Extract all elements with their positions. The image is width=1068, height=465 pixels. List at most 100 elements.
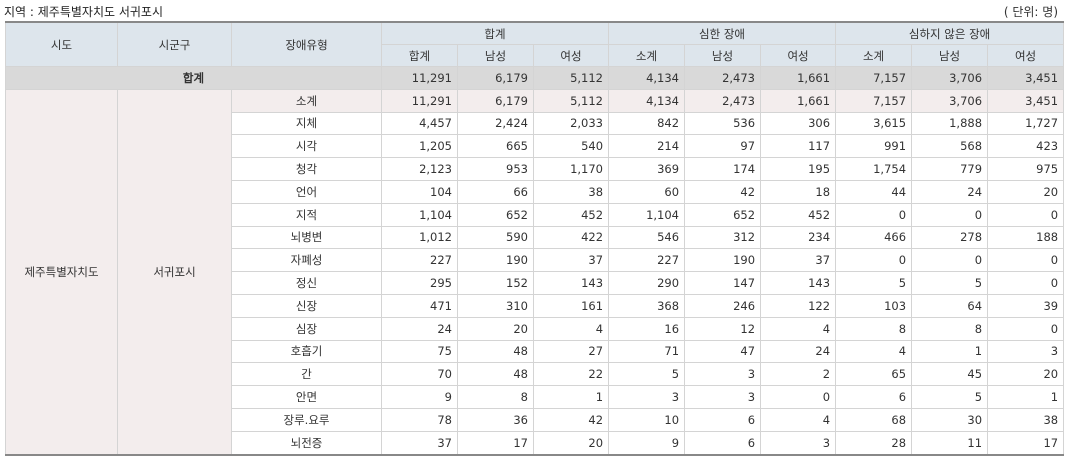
table-cell: 22 — [532, 362, 610, 387]
header-disability-type: 장애유형 — [231, 21, 382, 67]
disability-type-cell: 자폐성 — [231, 248, 382, 273]
table-cell: 0 — [835, 202, 913, 227]
disability-type-cell: 심장 — [231, 316, 382, 341]
table-cell: 75 — [381, 339, 458, 364]
disability-type-cell: 안면 — [231, 385, 382, 409]
table-cell: 652 — [457, 202, 534, 227]
table-cell: 0 — [911, 248, 989, 273]
table-row: 장루.요루 78 36 42 10 6 4 68 30 38 — [6, 407, 1065, 432]
table-cell: 536 — [684, 111, 762, 136]
table-cell: 975 — [987, 157, 1065, 181]
region-label: 지역 : 제주특별자치도 서귀포시 — [4, 5, 164, 19]
table-cell: 143 — [760, 271, 837, 295]
table-cell: 0 — [987, 248, 1065, 273]
disability-type-cell: 소계 — [231, 88, 382, 113]
table-cell: 1 — [987, 385, 1065, 409]
table-cell: 227 — [608, 248, 686, 273]
sido-cell: 제주특별자치도 — [5, 88, 118, 456]
disability-type-cell: 신장 — [231, 293, 382, 318]
table-cell: 65 — [835, 362, 913, 387]
table-cell: 295 — [381, 271, 458, 295]
table-cell: 42 — [684, 179, 762, 204]
table-cell: 24 — [381, 316, 458, 341]
table-cell: 5 — [835, 271, 913, 295]
table-cell: 60 — [608, 179, 686, 204]
table-cell: 12 — [684, 316, 762, 341]
table-row: 뇌병변 1,012 590 422 546 312 234 466 278 188 — [6, 225, 1065, 250]
table-cell: 38 — [987, 407, 1065, 432]
table-cell: 6,179 — [457, 88, 534, 113]
table-cell: 117 — [760, 134, 837, 159]
table-cell: 161 — [532, 293, 610, 318]
table-row: 신장 471 310 161 368 246 122 103 64 39 — [6, 293, 1065, 318]
table-cell: 6 — [684, 430, 762, 456]
table-cell: 4 — [760, 407, 837, 432]
table-cell: 590 — [457, 225, 534, 250]
table-cell: 4,134 — [608, 88, 686, 113]
subheader-cell: 여성 — [532, 44, 610, 67]
table-cell: 0 — [835, 248, 913, 273]
header-group-mild: 심하지 않은 장애 — [835, 21, 1065, 45]
table-cell: 18 — [760, 179, 837, 204]
table-cell: 1,727 — [987, 111, 1065, 136]
table-cell: 103 — [835, 293, 913, 318]
table-cell: 78 — [381, 407, 458, 432]
table-cell: 452 — [760, 202, 837, 227]
table-cell: 842 — [608, 111, 686, 136]
disability-type-cell: 간 — [231, 362, 382, 387]
table-cell: 3 — [684, 362, 762, 387]
table-cell: 24 — [911, 179, 989, 204]
table-cell: 368 — [608, 293, 686, 318]
table-cell: 4 — [760, 316, 837, 341]
disability-type-cell: 지적 — [231, 202, 382, 227]
table-cell: 190 — [684, 248, 762, 273]
table-cell: 20 — [987, 179, 1065, 204]
table-cell: 3 — [987, 339, 1065, 364]
table-cell: 17 — [987, 430, 1065, 456]
table-row: 뇌전증 37 17 20 9 6 3 28 11 17 — [6, 430, 1065, 456]
table-cell: 8 — [457, 385, 534, 409]
table-cell: 214 — [608, 134, 686, 159]
table-cell: 4 — [835, 339, 913, 364]
table-cell: 104 — [381, 179, 458, 204]
disability-type-cell: 뇌전증 — [231, 430, 382, 456]
table-cell: 28 — [835, 430, 913, 456]
table-cell: 5 — [911, 385, 989, 409]
table-row: 지체 4,457 2,424 2,033 842 536 306 3,615 1,888 1,72… — [6, 111, 1065, 136]
table-cell: 1,012 — [381, 225, 458, 250]
table-cell: 4,457 — [381, 111, 458, 136]
table-cell: 568 — [911, 134, 989, 159]
table-cell: 234 — [760, 225, 837, 250]
table-cell: 147 — [684, 271, 762, 295]
disability-type-cell: 장루.요루 — [231, 407, 382, 432]
table-cell: 152 — [457, 271, 534, 295]
table-cell: 665 — [457, 134, 534, 159]
table-cell: 312 — [684, 225, 762, 250]
table-cell: 227 — [381, 248, 458, 273]
total-row: 합계 11,291 6,179 5,112 4,134 2,473 1,661 … — [5, 66, 1065, 90]
table-cell: 47 — [684, 339, 762, 364]
table-cell: 0 — [987, 202, 1065, 227]
table-cell: 39 — [987, 293, 1065, 318]
table-cell: 48 — [457, 339, 534, 364]
table-cell: 779 — [911, 157, 989, 181]
table-cell: 97 — [684, 134, 762, 159]
table-cell: 10 — [608, 407, 686, 432]
table-cell: 1,170 — [532, 157, 610, 181]
table-cell: 143 — [532, 271, 610, 295]
table-cell: 188 — [987, 225, 1065, 250]
header-sido: 시도 — [5, 21, 118, 67]
table-cell: 68 — [835, 407, 913, 432]
table-cell: 5,112 — [532, 66, 610, 90]
table-cell: 471 — [381, 293, 458, 318]
table-cell: 1 — [911, 339, 989, 364]
table-cell: 246 — [684, 293, 762, 318]
table-cell: 27 — [532, 339, 610, 364]
header-group-total: 합계 — [380, 21, 610, 45]
table-cell: 2,123 — [381, 157, 458, 181]
table-cell: 5,112 — [532, 88, 610, 113]
table-cell: 2,473 — [684, 66, 762, 90]
table-cell: 466 — [835, 225, 913, 250]
subheader-cell: 소계 — [608, 44, 686, 67]
table-cell: 5 — [608, 362, 686, 387]
